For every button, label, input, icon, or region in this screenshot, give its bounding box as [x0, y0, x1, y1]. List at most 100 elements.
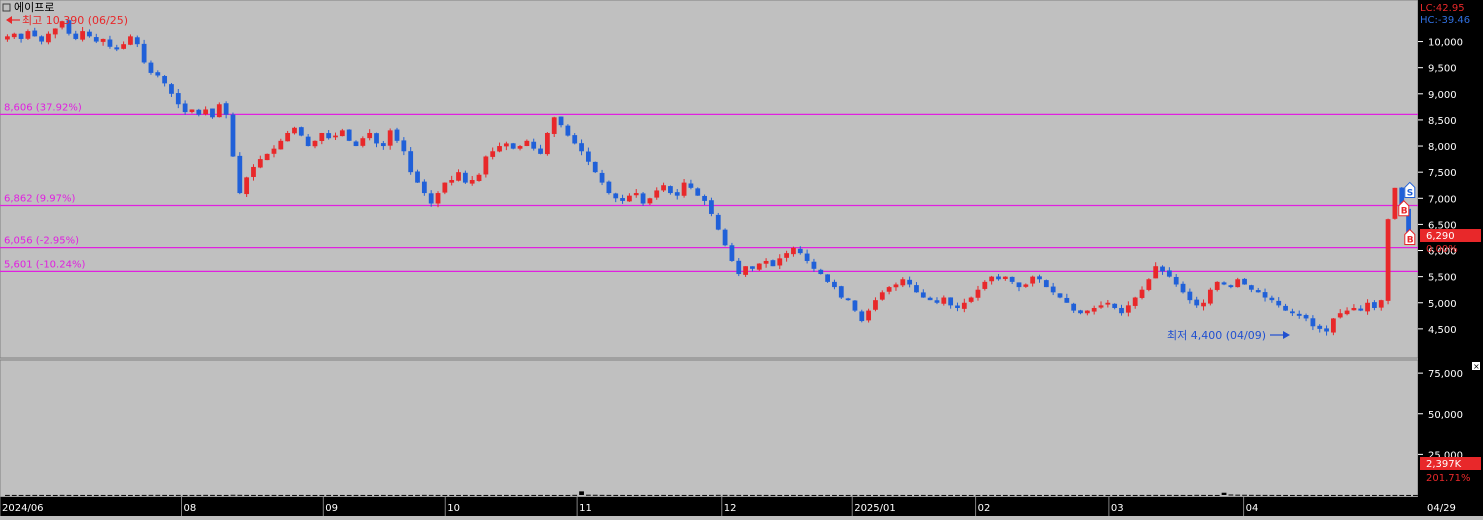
candle-body — [859, 311, 865, 322]
candle-body — [257, 159, 263, 168]
candle-body — [394, 129, 400, 141]
candle-body — [722, 229, 728, 246]
price-tick-label: 8,500 — [1428, 116, 1457, 127]
candle-body — [189, 109, 195, 112]
volume-bar — [1214, 494, 1220, 496]
volume-bar — [476, 494, 482, 496]
candle-body — [729, 245, 735, 261]
signal-label: B — [1401, 207, 1408, 217]
candle-body — [503, 143, 509, 147]
candle-body — [32, 30, 38, 37]
candle-body — [1269, 297, 1275, 301]
candle-body — [1372, 302, 1377, 308]
volume-bar — [627, 494, 632, 496]
fib-label: 6,056 (-2.95%) — [4, 236, 79, 247]
volume-bar — [668, 494, 673, 496]
close-panel-button[interactable] — [1472, 362, 1480, 370]
signal-label: B — [1407, 235, 1414, 245]
candle-body — [449, 180, 455, 183]
volume-bar — [674, 494, 680, 496]
volume-bar — [1296, 494, 1302, 496]
candle-body — [1112, 303, 1118, 308]
candle-body — [456, 172, 461, 181]
candle-body — [346, 129, 352, 141]
volume-bar — [285, 494, 291, 496]
candle-body — [647, 198, 653, 204]
volume-bar — [216, 494, 222, 496]
volume-bar — [1372, 494, 1377, 496]
candle-body — [1242, 278, 1247, 285]
volume-bar — [982, 494, 988, 496]
volume-bar — [756, 494, 762, 496]
volume-pct: 201.71% — [1426, 473, 1471, 484]
candle-body — [1303, 315, 1309, 319]
candle-body — [169, 84, 174, 94]
volume-bar — [1194, 494, 1200, 496]
date-label: 2025/01 — [854, 503, 896, 514]
volume-bar — [121, 494, 127, 496]
volume-bar — [1344, 494, 1350, 496]
date-label: 04/29 — [1427, 503, 1456, 514]
candle-body — [1289, 311, 1295, 314]
candle-body — [1016, 282, 1022, 288]
fib-label: 5,601 (-10.24%) — [4, 259, 85, 270]
candle-body — [1221, 282, 1227, 285]
current-price: 6,290 — [1426, 231, 1455, 242]
volume-bar — [59, 494, 65, 496]
current-volume: 2,397K — [1426, 459, 1462, 470]
volume-bar — [46, 494, 51, 496]
candle-body — [1194, 299, 1200, 306]
candle-body — [784, 253, 789, 258]
candle-body — [196, 109, 202, 115]
price-tick-label: 10,000 — [1428, 38, 1463, 49]
collapse-icon[interactable] — [2, 3, 11, 12]
volume-bar — [1406, 494, 1411, 496]
candle-body — [948, 297, 954, 306]
candle-body — [961, 302, 967, 309]
candle-body — [128, 36, 133, 45]
volume-bar — [551, 494, 557, 496]
candle-body — [544, 132, 550, 155]
date-label: 03 — [1111, 503, 1124, 514]
volume-bar — [483, 494, 489, 496]
volume-bar — [114, 494, 120, 496]
candle-body — [5, 36, 10, 40]
volume-bar — [914, 494, 919, 496]
candle-body — [1310, 318, 1316, 327]
volume-bar — [770, 494, 776, 496]
volume-bar — [599, 494, 605, 496]
candle-body — [1392, 187, 1398, 219]
candle-body — [538, 148, 543, 154]
date-label: 04 — [1246, 503, 1259, 514]
candle-body — [1139, 289, 1145, 298]
price-axis: 4,500 5,000 5,500 6,000 6,500 7,000 7,500 8,000… — [1418, 38, 1463, 336]
volume-bar — [264, 494, 270, 496]
candle-body — [811, 261, 817, 269]
volume-bar — [182, 494, 188, 496]
volume-bar — [811, 494, 817, 496]
volume-bar — [278, 494, 284, 496]
volume-tick-label: 75,000 — [1428, 369, 1463, 380]
arrow-right-icon — [1283, 331, 1290, 339]
candle-body — [333, 135, 338, 138]
volume-bar — [606, 494, 612, 496]
volume-bar — [1112, 494, 1118, 496]
volume-bar — [1262, 494, 1268, 496]
date-axis: 2024/06 08 09 10 11 12 2025/01 02 03 04 04/29 — [0, 497, 1456, 516]
volume-bar — [1160, 494, 1165, 496]
volume-bar — [927, 494, 933, 496]
volume-bar — [312, 494, 318, 496]
volume-bar — [1351, 494, 1357, 496]
candlesticks — [5, 19, 1411, 336]
candle-body — [312, 140, 318, 147]
volume-bar — [1310, 494, 1316, 496]
candle-body — [175, 93, 181, 105]
volume-bar — [763, 494, 769, 496]
volume-bar — [538, 494, 543, 496]
candle-body — [1201, 302, 1206, 307]
candle-body — [627, 195, 632, 202]
candle-body — [1358, 308, 1364, 311]
volume-bar — [66, 494, 72, 496]
volume-bar — [339, 494, 345, 496]
